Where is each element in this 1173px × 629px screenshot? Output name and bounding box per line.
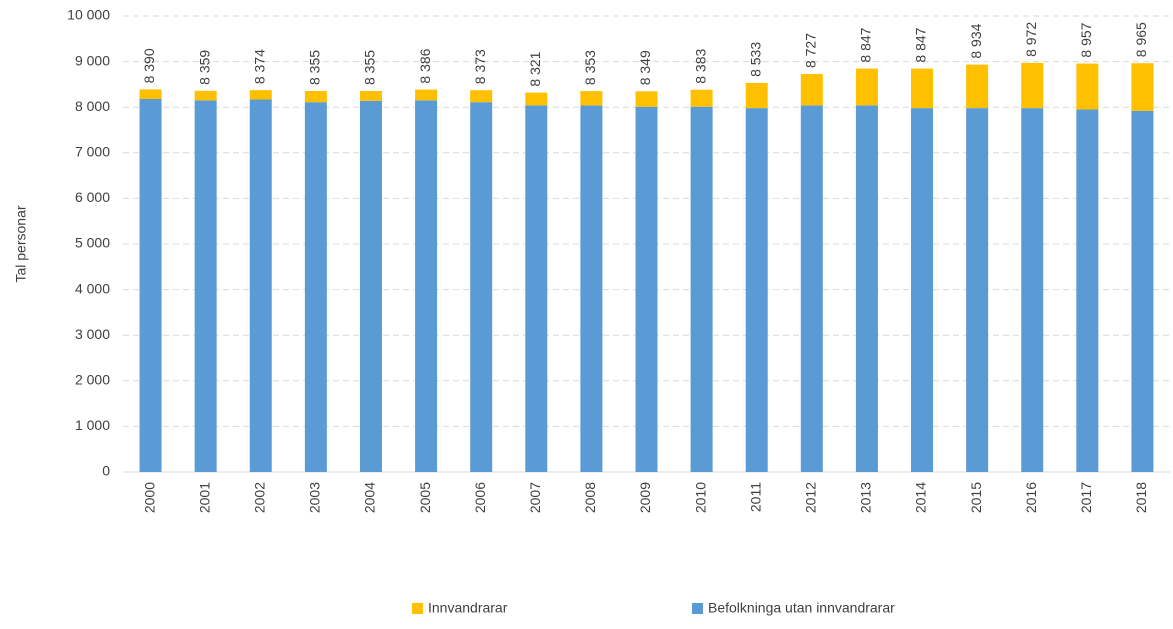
legend-label: Befolkninga utan innvandrarar — [708, 600, 895, 616]
x-tick-label: 2017 — [1078, 482, 1094, 513]
y-tick-label: 3 000 — [75, 326, 110, 342]
x-tick-label: 2008 — [582, 482, 598, 513]
bar-segment — [415, 100, 438, 473]
legend-swatch — [412, 603, 423, 614]
x-tick-label: 2007 — [527, 482, 543, 513]
total-label: 8 965 — [1133, 22, 1149, 57]
bar-segment — [855, 105, 878, 472]
bar-segment — [194, 90, 217, 101]
x-tick-label: 2005 — [417, 482, 433, 513]
bar-segment — [966, 108, 989, 472]
bar-segment — [470, 102, 493, 473]
total-label: 8 533 — [747, 42, 763, 77]
total-label: 8 359 — [196, 50, 212, 85]
y-tick-label: 10 000 — [67, 7, 110, 23]
legend-swatch — [692, 603, 703, 614]
x-tick-label: 2014 — [913, 482, 929, 513]
bar-segment — [690, 89, 713, 107]
bar-segment — [194, 100, 217, 473]
x-tick-label: 2015 — [968, 482, 984, 513]
bar-segment — [855, 68, 878, 106]
bar-segment — [304, 91, 327, 103]
x-tick-label: 2016 — [1023, 482, 1039, 513]
y-tick-label: 0 — [102, 463, 110, 479]
bar-segment — [139, 98, 162, 472]
bar-segment — [470, 90, 493, 103]
x-tick-label: 2004 — [362, 482, 378, 513]
total-label: 8 957 — [1078, 22, 1094, 57]
total-label: 8 847 — [858, 27, 874, 62]
x-tick-label: 2006 — [472, 482, 488, 513]
total-label: 8 353 — [582, 50, 598, 85]
bar-segment — [911, 68, 934, 109]
total-label: 8 355 — [362, 50, 378, 85]
y-axis-label: Tal personar — [13, 205, 29, 282]
x-tick-label: 2002 — [251, 482, 267, 513]
total-label: 8 374 — [251, 49, 267, 84]
total-label: 8 349 — [637, 50, 653, 85]
bar-segment — [745, 82, 768, 109]
x-tick-label: 2001 — [196, 482, 212, 513]
y-tick-label: 2 000 — [75, 372, 110, 388]
total-label: 8 727 — [803, 33, 819, 68]
bar-segment — [635, 106, 658, 472]
bar-segment — [1021, 62, 1044, 109]
x-tick-label: 2018 — [1133, 482, 1149, 513]
y-tick-label: 1 000 — [75, 417, 110, 433]
total-label: 8 355 — [307, 50, 323, 85]
x-tick-label: 2003 — [307, 482, 323, 513]
y-tick-label: 8 000 — [75, 98, 110, 114]
total-label: 8 383 — [692, 48, 708, 83]
bar-segment — [304, 102, 327, 473]
y-tick-label: 4 000 — [75, 280, 110, 296]
bar-segment — [249, 90, 272, 100]
total-label: 8 934 — [968, 23, 984, 58]
total-label: 8 847 — [913, 27, 929, 62]
bar-segment — [359, 91, 382, 101]
bar-segment — [525, 105, 548, 472]
bar-segment — [1076, 63, 1099, 110]
total-label: 8 321 — [527, 51, 543, 86]
x-tick-label: 2010 — [692, 482, 708, 513]
bar-segment — [635, 91, 658, 107]
bar-segment — [139, 89, 162, 99]
bar-segment — [800, 105, 823, 472]
bar-segment — [580, 91, 603, 106]
bar-segment — [359, 100, 382, 472]
total-label: 8 390 — [141, 48, 157, 83]
x-tick-label: 2011 — [747, 482, 763, 512]
x-tick-label: 2009 — [637, 482, 653, 513]
total-label: 8 373 — [472, 49, 488, 84]
bar-segment — [966, 64, 989, 109]
total-label: 8 386 — [417, 48, 433, 83]
bar-segment — [690, 106, 713, 472]
bar-segment — [1131, 63, 1154, 111]
total-label: 8 972 — [1023, 22, 1039, 57]
x-tick-label: 2013 — [858, 482, 874, 513]
bar-segment — [745, 108, 768, 472]
x-tick-label: 2012 — [803, 482, 819, 513]
bar-segment — [1021, 108, 1044, 472]
bar-segment — [911, 108, 934, 472]
bar-segment — [525, 92, 548, 106]
y-tick-label: 9 000 — [75, 52, 110, 68]
bar-segment — [415, 89, 438, 101]
bar-segment — [1076, 109, 1099, 472]
y-tick-label: 6 000 — [75, 189, 110, 205]
x-tick-label: 2000 — [141, 482, 157, 513]
bar-segment — [800, 74, 823, 106]
bar-segment — [580, 105, 603, 472]
legend-label: Innvandrarar — [428, 600, 508, 616]
y-tick-label: 5 000 — [75, 235, 110, 251]
bar-segment — [1131, 110, 1154, 473]
bar-segment — [249, 99, 272, 472]
y-tick-label: 7 000 — [75, 144, 110, 160]
